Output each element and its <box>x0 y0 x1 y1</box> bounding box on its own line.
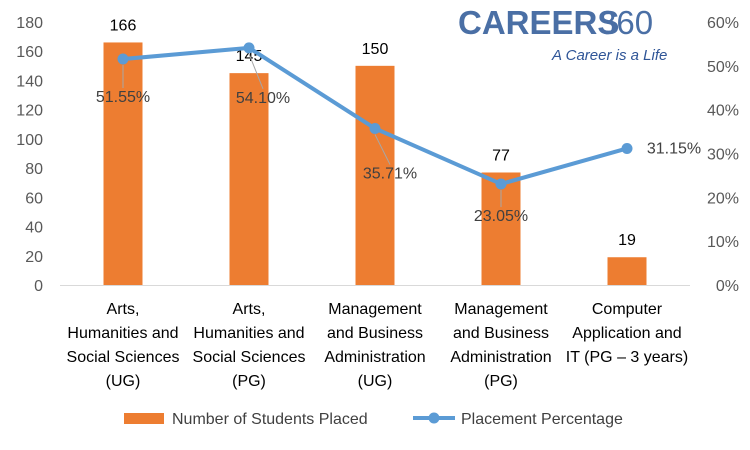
right-tick-label: 40% <box>707 103 739 120</box>
legend-bar-swatch <box>124 413 164 424</box>
legend-line-label: Placement Percentage <box>461 411 623 428</box>
category-labels: Arts, Humanities and Social Sciences (UG)Ar… <box>67 301 689 390</box>
left-tick-label: 140 <box>16 73 43 90</box>
line-series: 51.55% 54.10% 35.71% 23.05% 31.15% <box>96 42 701 225</box>
logo-tagline: A Career is a Life <box>551 47 667 64</box>
category-label: Arts, Humanities and Social Sciences (PG) <box>193 301 306 390</box>
category-label: Management and Business Administration (UG) <box>324 301 425 390</box>
bar-value-label: 77 <box>492 147 510 164</box>
legend-line-marker <box>428 412 440 424</box>
legend-bar-label: Number of Students Placed <box>172 411 368 428</box>
left-axis-ticks: 0 20 40 60 80 100 120 140 160 180 <box>16 15 43 295</box>
left-tick-label: 40 <box>25 220 43 237</box>
right-tick-label: 30% <box>707 147 739 164</box>
logo-wordmark: CAREERS <box>458 4 619 41</box>
left-tick-label: 120 <box>16 103 43 120</box>
left-tick-label: 80 <box>25 161 43 178</box>
right-tick-label: 20% <box>707 190 739 207</box>
percentage-label: 31.15% <box>647 140 701 157</box>
percentage-label: 23.05% <box>474 208 528 225</box>
percentage-label: 35.71% <box>363 165 417 182</box>
left-tick-label: 160 <box>16 44 43 61</box>
label-leader-line <box>374 134 391 165</box>
right-axis-ticks: 0% 10% 20% 30% 40% 50% 60% <box>707 15 739 295</box>
legend: Number of Students Placed Placement Perce… <box>124 411 623 428</box>
category-label: Management and Business Administration (PG) <box>450 301 551 390</box>
category-label: Computer Application and IT (PG – 3 years) <box>566 301 688 366</box>
bar <box>355 65 395 285</box>
left-tick-label: 20 <box>25 249 43 266</box>
bar-value-label: 150 <box>362 41 389 58</box>
careers360-logo: CAREERS 360 A Career is a Life <box>458 4 667 64</box>
left-tick-label: 0 <box>34 278 43 295</box>
left-tick-label: 100 <box>16 132 43 149</box>
right-tick-label: 60% <box>707 15 739 32</box>
bar <box>229 73 269 285</box>
label-leader-line <box>248 53 264 90</box>
bar-value-label: 19 <box>618 232 636 249</box>
line-point <box>369 122 381 134</box>
line-point <box>495 178 507 190</box>
line-point <box>243 42 255 54</box>
left-tick-label: 60 <box>25 190 43 207</box>
right-tick-label: 50% <box>707 59 739 76</box>
right-tick-label: 10% <box>707 234 739 251</box>
percentage-label: 54.10% <box>236 90 290 107</box>
right-tick-label: 0% <box>716 278 739 295</box>
left-tick-label: 180 <box>16 15 43 32</box>
bar-value-label: 166 <box>110 17 137 34</box>
logo-number: 360 <box>598 4 653 41</box>
percentage-label: 51.55% <box>96 89 150 106</box>
line-point <box>117 53 129 65</box>
line-point <box>621 142 633 154</box>
category-label: Arts, Humanities and Social Sciences (UG) <box>67 301 180 390</box>
bar <box>607 257 647 285</box>
